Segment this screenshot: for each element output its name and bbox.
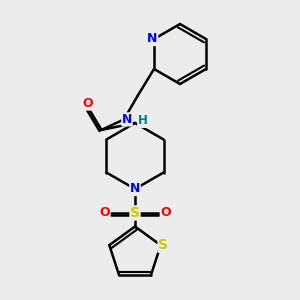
- Text: H: H: [138, 114, 148, 128]
- Text: N: N: [130, 182, 140, 196]
- Text: S: S: [130, 206, 140, 220]
- Text: O: O: [99, 206, 110, 220]
- Text: O: O: [160, 206, 171, 220]
- Text: N: N: [147, 32, 158, 46]
- Text: N: N: [122, 113, 132, 126]
- Text: O: O: [82, 97, 93, 110]
- Text: S: S: [158, 238, 168, 252]
